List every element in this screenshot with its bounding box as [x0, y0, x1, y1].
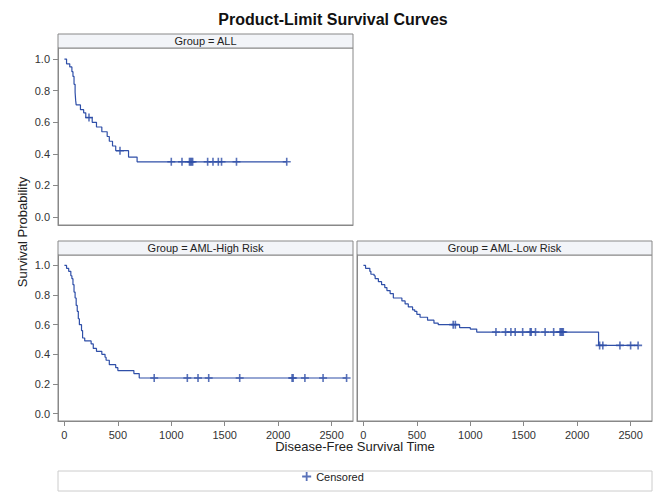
svg-text:2000: 2000 — [266, 429, 290, 441]
svg-text:Group = AML-High Risk: Group = AML-High Risk — [148, 242, 264, 254]
svg-text:0.2: 0.2 — [35, 378, 50, 390]
svg-text:Group = ALL: Group = ALL — [174, 35, 236, 47]
svg-text:Group = AML-Low Risk: Group = AML-Low Risk — [448, 242, 562, 254]
svg-text:500: 500 — [109, 429, 127, 441]
svg-text:0.4: 0.4 — [35, 348, 50, 360]
svg-text:0.4: 0.4 — [35, 148, 50, 160]
svg-text:Disease-Free Survival Time: Disease-Free Survival Time — [275, 439, 435, 454]
svg-text:1.0: 1.0 — [35, 53, 50, 65]
svg-text:1000: 1000 — [458, 429, 482, 441]
svg-text:1000: 1000 — [159, 429, 183, 441]
svg-text:2500: 2500 — [618, 429, 642, 441]
svg-text:0.2: 0.2 — [35, 179, 50, 191]
svg-text:Survival Probability: Survival Probability — [15, 176, 30, 287]
svg-text:0: 0 — [360, 429, 366, 441]
svg-text:Censored: Censored — [316, 471, 364, 483]
svg-text:1500: 1500 — [212, 429, 236, 441]
svg-text:0: 0 — [61, 429, 67, 441]
svg-text:0.8: 0.8 — [35, 85, 50, 97]
svg-text:2000: 2000 — [565, 429, 589, 441]
svg-text:0.0: 0.0 — [35, 211, 50, 223]
svg-text:1.0: 1.0 — [35, 259, 50, 271]
svg-text:0.8: 0.8 — [35, 289, 50, 301]
svg-text:0.6: 0.6 — [35, 319, 50, 331]
svg-text:2500: 2500 — [319, 429, 343, 441]
svg-text:Product-Limit Survival Curves: Product-Limit Survival Curves — [218, 11, 447, 28]
svg-text:1500: 1500 — [511, 429, 535, 441]
svg-text:0.6: 0.6 — [35, 116, 50, 128]
svg-text:0.0: 0.0 — [35, 408, 50, 420]
svg-text:500: 500 — [408, 429, 426, 441]
